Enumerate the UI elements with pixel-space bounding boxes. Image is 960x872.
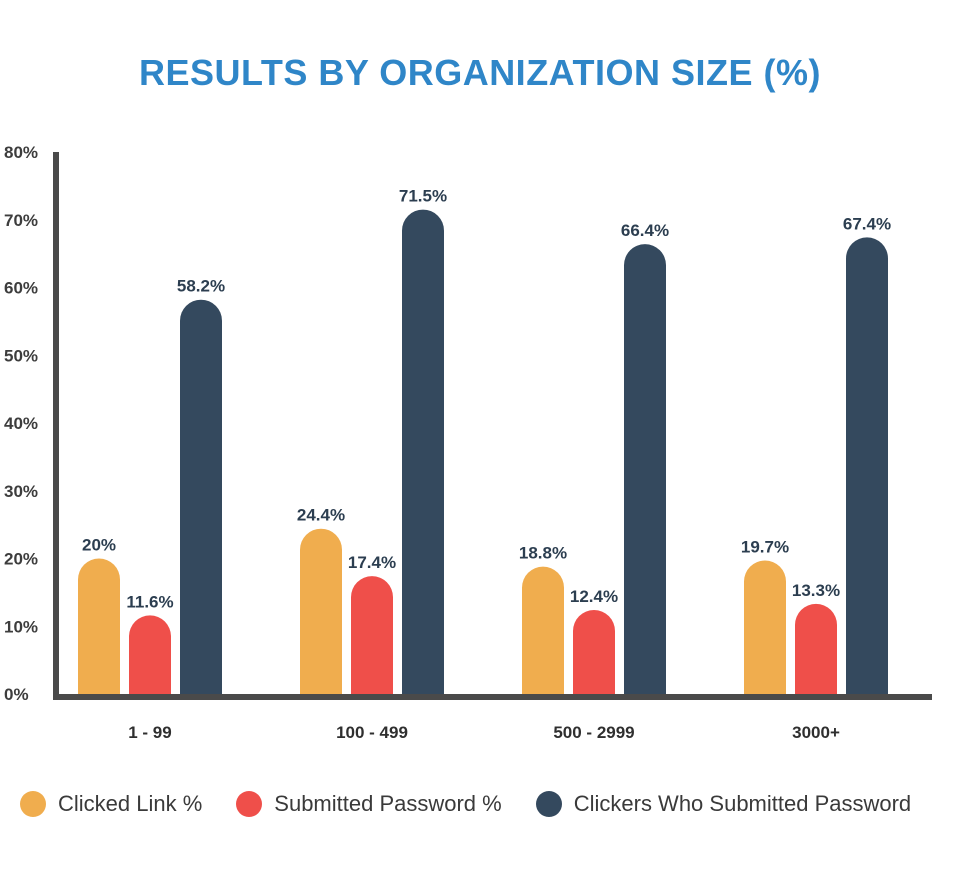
data-label: 18.8% — [519, 544, 567, 563]
legend-swatch — [535, 791, 562, 817]
y-tick-label: 20% — [4, 550, 38, 569]
data-label: 19.7% — [741, 538, 789, 557]
y-tick-label: 30% — [4, 482, 38, 501]
legend-swatch — [236, 791, 263, 817]
y-axis-line — [53, 152, 59, 697]
bar — [522, 566, 564, 694]
x-axis-category-labels: 1 - 99 100 - 499 500 - 2999 3000+ — [128, 723, 840, 742]
x-axis-line — [53, 694, 932, 700]
legend-label: Clickers Who Submitted Password — [573, 791, 912, 816]
data-label: 20% — [82, 536, 116, 555]
legend-swatch — [20, 791, 46, 817]
data-label: 67.4% — [843, 214, 891, 233]
y-tick-label: 80% — [4, 143, 38, 162]
bar — [795, 603, 837, 694]
legend-item: Submitted Password % — [236, 791, 502, 817]
x-category-label: 100 - 499 — [336, 723, 408, 742]
bar — [402, 209, 444, 694]
bar — [300, 528, 342, 694]
legend: Clicked Link % Submitted Password % Clicke… — [20, 786, 945, 822]
y-tick-label: 50% — [4, 346, 38, 365]
data-label: 71.5% — [399, 187, 447, 206]
bar — [180, 299, 222, 694]
legend-label: Submitted Password % — [274, 791, 502, 816]
bar — [846, 237, 888, 694]
axes — [53, 152, 932, 700]
x-category-label: 3000+ — [792, 723, 840, 742]
data-label: 24.4% — [297, 506, 345, 525]
data-label: 12.4% — [570, 587, 618, 606]
x-category-label: 1 - 99 — [128, 723, 171, 742]
bar — [624, 244, 666, 694]
data-label: 58.2% — [177, 277, 225, 296]
data-label: 11.6% — [126, 592, 173, 611]
y-tick-label: 10% — [4, 617, 38, 636]
y-tick-label: 0% — [4, 685, 29, 704]
chart-title: RESULTS BY ORGANIZATION SIZE (%) — [138, 52, 822, 93]
bar — [573, 609, 615, 694]
data-label: 66.4% — [621, 221, 669, 240]
y-tick-label: 70% — [4, 211, 38, 230]
data-label: 13.3% — [792, 581, 840, 600]
bar — [129, 615, 171, 694]
data-label: 17.4% — [348, 553, 396, 572]
bar — [351, 576, 393, 694]
bar — [78, 558, 120, 694]
legend-label: Clicked Link % — [58, 791, 203, 816]
legend-item: Clickers Who Submitted Password — [535, 791, 912, 817]
y-tick-label: 40% — [4, 414, 38, 433]
y-tick-label: 60% — [4, 279, 38, 298]
y-axis-tick-labels: 0% 10% 20% 30% 40% 50% 60% 70% 80% — [4, 143, 38, 704]
data-labels: 20% 11.6% 58.2% 24.4% 17.4% 71.5% 18.8% 12.4% 66… — [82, 187, 891, 612]
legend-item: Clicked Link % — [20, 791, 202, 817]
x-category-label: 500 - 2999 — [553, 723, 634, 742]
bar-groups — [78, 209, 888, 694]
bar — [744, 560, 786, 694]
